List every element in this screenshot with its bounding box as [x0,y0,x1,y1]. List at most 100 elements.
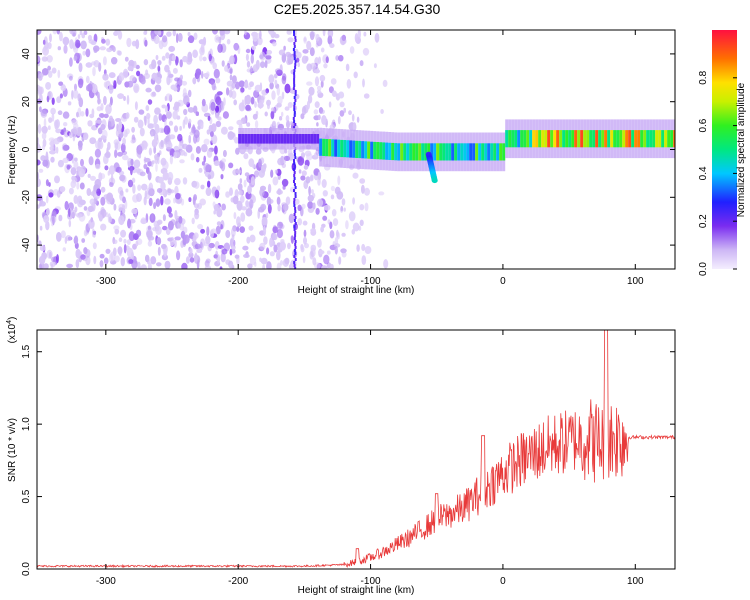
noise-cell [153,114,158,125]
noise-cell [259,188,265,197]
noise-cell [310,244,317,252]
noise-cell [325,56,329,64]
noise-cell [77,126,82,136]
noise-cell [156,262,162,267]
noise-cell [136,145,143,155]
vertical-streak-cell [293,213,296,216]
noise-cell [74,83,77,92]
band-core [502,143,506,161]
noise-cell [163,247,168,257]
vertical-streak-cell [293,204,296,207]
band-core [454,143,458,161]
noise-cell [286,120,290,129]
noise-cell [207,115,211,121]
noise-cell [192,234,197,242]
noise-cell [91,83,98,94]
noise-cell [135,168,141,174]
noise-cell [110,96,113,106]
noise-cell [173,125,179,133]
y-tick-label: 20 [21,96,32,108]
noise-cell [103,257,109,265]
noise-cell [37,55,41,63]
noise-cell [334,237,339,245]
noise-cell [322,215,328,221]
vertical-streak-cell [293,168,295,171]
noise-cell [195,68,202,76]
noise-cell [196,259,200,269]
noise-cell [55,128,62,134]
noise-cell [95,163,101,170]
band-core [568,130,572,148]
noise-cell [303,36,307,44]
band-core [412,143,416,161]
noise-cell [197,223,204,230]
noise-cell [214,34,220,43]
noise-cell [99,46,106,51]
svg-text:(x104): (x104) [6,317,18,344]
vertical-streak-cell [293,180,295,183]
noise-cell [81,238,86,243]
noise-cell [330,78,337,85]
band-core [331,139,335,157]
noise-cell [91,108,95,117]
snr-scale-suffix: ) [7,317,18,320]
vertical-streak-cell [293,264,296,267]
noise-cell [143,163,148,170]
noise-cell [210,79,214,86]
x-tick-label: -200 [228,576,248,587]
noise-cell [73,55,78,62]
band-core [610,130,614,148]
noise-cell [314,76,320,87]
band-core [649,130,653,148]
noise-cell [301,170,307,176]
noise-cell [188,134,191,144]
noise-cell [115,166,122,173]
band-core [433,143,437,161]
noise-cell [99,260,104,268]
noise-cell [273,244,278,253]
noise-cell [117,126,122,135]
noise-cell [80,254,86,260]
noise-cell [242,245,249,251]
noise-cell [80,158,84,167]
colorbar-scale [712,30,737,269]
noise-cell [77,140,83,148]
noise-cell [117,50,122,56]
noise-cell [48,182,51,187]
noise-cell [66,263,73,268]
noise-cell [266,261,272,269]
band-core [592,130,596,148]
noise-cell [162,171,169,181]
noise-cell [221,126,228,135]
noise-cell [69,75,73,81]
noise-cell [160,195,164,206]
noise-cell [352,172,359,179]
noise-cell [268,30,274,35]
chart-title: C2E5.2025.357.14.54.G30 [274,1,441,17]
noise-cell [73,195,79,204]
noise-cell [314,101,320,108]
noise-cell [232,195,239,205]
noise-cell [268,74,275,84]
noise-cell [229,74,233,81]
noise-cell [187,89,192,98]
noise-cell [316,122,319,127]
noise-cell [277,204,281,212]
snr-frame [36,329,676,570]
noise-cell [39,255,46,265]
noise-cell [74,157,78,162]
noise-cell [49,33,52,43]
noise-cell [220,101,225,111]
noise-cell [107,120,112,131]
noise-cell [143,73,150,79]
noise-cell [210,134,218,145]
noise-cell [99,253,105,259]
noise-cell [226,87,230,96]
noise-cell [269,251,275,257]
band-core [322,138,326,156]
vertical-streak-cell [293,219,296,222]
noise-cell [54,175,60,184]
vertical-streak-cell [293,237,296,240]
noise-cell [101,129,108,140]
band-core [562,130,566,148]
